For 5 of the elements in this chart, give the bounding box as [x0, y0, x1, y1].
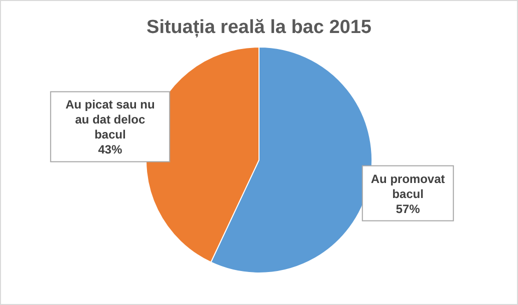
- chart-title: Situația reală la bac 2015: [146, 17, 372, 38]
- data-label: 57%: [396, 202, 420, 216]
- slice-label: Au promovat bacul: [370, 172, 445, 201]
- slice-label: Au picat sau nu au dat deloc bacul: [65, 98, 155, 142]
- data-label: 43%: [98, 142, 122, 157]
